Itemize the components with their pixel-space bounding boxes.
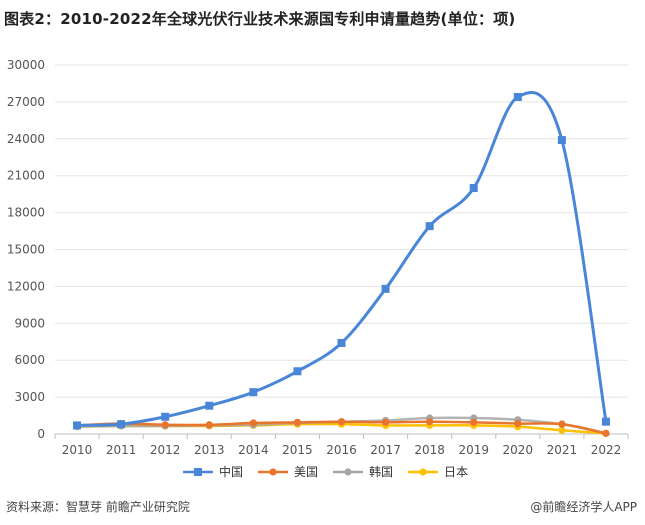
source-note: 资料来源：智慧芽 前瞻产业研究院 — [6, 500, 190, 514]
y-tick-label: 3000 — [14, 390, 45, 404]
data-point — [337, 338, 346, 347]
series-line-0 — [76, 91, 608, 427]
data-point — [514, 419, 522, 428]
x-tick-label: 2022 — [591, 443, 622, 457]
data-point — [337, 418, 346, 426]
y-tick-label: 18000 — [7, 206, 45, 220]
line-chart: 0 3000 6000 9000 12000 15000 18000 21000 24000 27… — [7, 58, 629, 479]
gridlines — [55, 64, 628, 398]
legend-marker — [344, 468, 352, 476]
x-tick-label: 2016 — [326, 443, 357, 457]
legend-item[interactable]: 中国 — [183, 464, 243, 479]
data-point — [73, 421, 82, 430]
y-tick-label: 15000 — [7, 243, 45, 257]
legend-item[interactable]: 美国 — [258, 465, 318, 479]
legend-label: 日本 — [444, 465, 468, 479]
data-point — [205, 421, 213, 429]
y-tick-label: 21000 — [7, 169, 45, 183]
x-tick-label: 2019 — [458, 443, 489, 457]
x-tick-label: 2018 — [414, 443, 445, 457]
data-point — [558, 420, 566, 428]
x-tick-label: 2014 — [238, 443, 269, 457]
y-tick-label: 27000 — [7, 95, 45, 109]
data-point — [205, 401, 214, 410]
x-tick-label: 2017 — [370, 443, 401, 457]
data-point — [381, 284, 390, 293]
brand-label: @前瞻经济学人APP — [530, 500, 637, 514]
x-tick-label: 2021 — [547, 443, 578, 457]
y-tick-label: 9000 — [14, 316, 45, 330]
data-point — [293, 367, 302, 376]
legend-item[interactable]: 日本 — [408, 465, 468, 479]
data-point — [161, 421, 169, 429]
data-point — [558, 426, 566, 434]
y-axis: 0 3000 6000 9000 12000 15000 18000 21000 24000 27… — [7, 58, 45, 441]
x-tick-label: 2010 — [62, 443, 93, 457]
data-point — [381, 418, 390, 426]
data-point — [249, 419, 257, 427]
chart-title: 图表2：2010-2022年全球光伏行业技术来源国专利申请量趋势(单位：项) — [4, 10, 516, 28]
legend-label: 韩国 — [369, 464, 393, 479]
y-tick-label: 12000 — [7, 279, 45, 293]
y-tick-label: 6000 — [14, 353, 45, 367]
x-tick-label: 2012 — [150, 443, 181, 457]
data-point — [249, 388, 258, 397]
x-tick-label: 2020 — [503, 443, 534, 457]
data-point — [601, 417, 610, 426]
data-point — [117, 420, 126, 429]
legend-marker — [419, 468, 427, 476]
x-tick-label: 2013 — [194, 443, 225, 457]
legend-marker — [269, 468, 277, 476]
data-point — [469, 184, 478, 192]
data-point — [161, 412, 170, 421]
data-point — [513, 92, 522, 101]
x-tick-label: 2011 — [106, 443, 137, 457]
y-tick-label: 30000 — [7, 58, 45, 72]
data-point — [470, 418, 478, 426]
data-point — [425, 222, 434, 231]
data-point — [293, 418, 302, 426]
data-point — [426, 418, 434, 426]
data-point — [557, 136, 566, 145]
legend-label: 美国 — [294, 465, 318, 479]
data-point — [602, 429, 610, 437]
x-axis: 2010 2011 2012 2013 2014 2015 2016 2017 2018 2019… — [54, 433, 629, 457]
legend-label: 中国 — [219, 464, 243, 479]
x-tick-label: 2015 — [282, 443, 313, 457]
y-tick-label: 24000 — [7, 132, 45, 146]
y-tick-label: 0 — [37, 427, 45, 441]
series-layer — [73, 91, 610, 437]
legend[interactable]: 中国 美国 韩国 日本 — [183, 464, 468, 479]
legend-item[interactable]: 韩国 — [333, 464, 393, 479]
legend-marker — [194, 468, 202, 476]
